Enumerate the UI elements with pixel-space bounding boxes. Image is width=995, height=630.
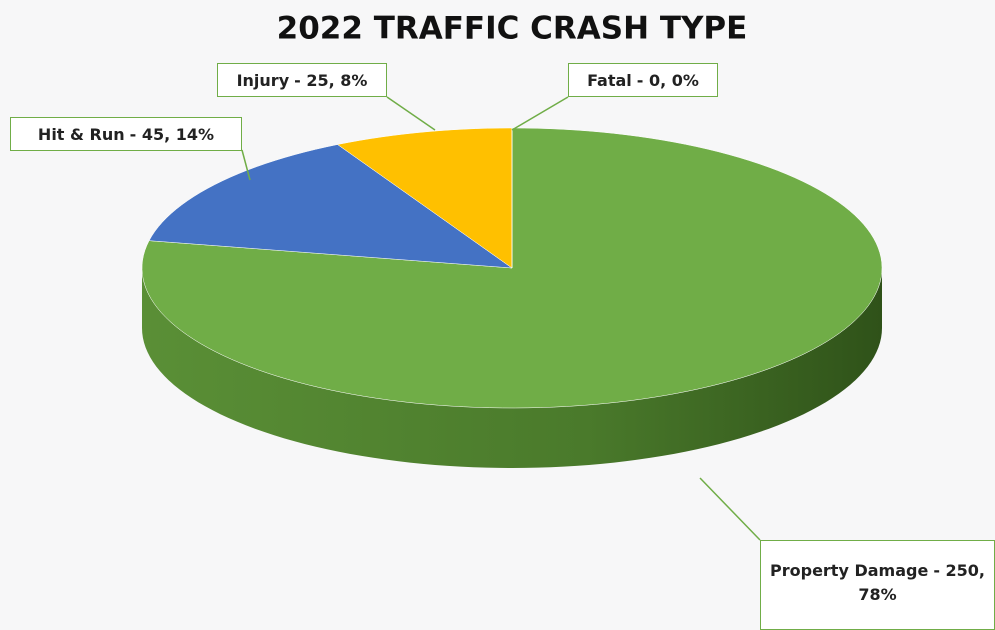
- leader-line: [387, 97, 435, 130]
- label-text: Fatal: [587, 71, 632, 90]
- label-text: - 45, 14%: [130, 125, 214, 144]
- chart-svg: 2022 TRAFFIC CRASH TYPE: [0, 0, 995, 630]
- leader-line: [512, 97, 568, 130]
- data-label: Hit & Run - 45, 14%: [10, 117, 242, 151]
- chart: 2022 TRAFFIC CRASH TYPE Property Damage-…: [0, 0, 995, 630]
- label-text: - 25, 8%: [294, 71, 367, 90]
- label-text: Property Damage: [770, 561, 928, 580]
- data-label: Injury- 25, 8%: [217, 63, 387, 97]
- leader-line: [700, 478, 760, 540]
- label-text: Injury: [237, 71, 290, 90]
- data-label: Property Damage- 250, 78%: [760, 540, 995, 630]
- label-text: - 0, 0%: [637, 71, 699, 90]
- label-text: Hit & Run: [38, 125, 125, 144]
- data-label: Fatal - 0, 0%: [568, 63, 718, 97]
- chart-title: 2022 TRAFFIC CRASH TYPE: [277, 11, 748, 47]
